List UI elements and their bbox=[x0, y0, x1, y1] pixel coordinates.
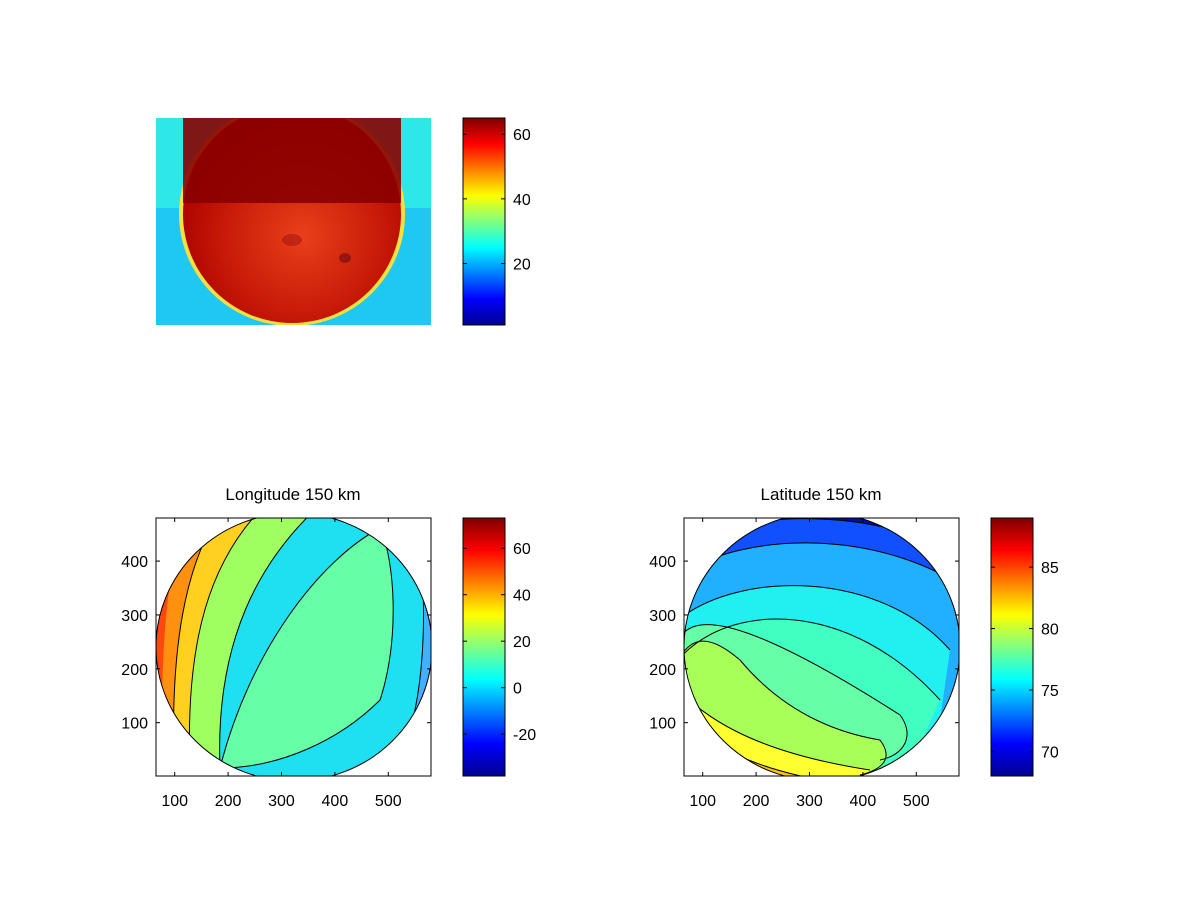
latitude-colorbar-tick-label: 70 bbox=[1041, 744, 1059, 761]
lat-contour-4 bbox=[684, 618, 941, 701]
longitude-ytick-label: 200 bbox=[121, 662, 148, 679]
longitude-xtick-label: 300 bbox=[268, 793, 295, 810]
longitude-ytick-label: 300 bbox=[121, 608, 148, 625]
latitude-ytick-label: 100 bbox=[649, 716, 676, 733]
image-colorbar-ticks: 20 40 60 bbox=[463, 127, 531, 274]
image-colorbar-tick-label: 40 bbox=[513, 192, 531, 209]
latitude-colorbar-tick-label: 80 bbox=[1041, 622, 1059, 639]
lon-contour-4 bbox=[188, 518, 266, 771]
latitude-colorbar-tick-label: 75 bbox=[1041, 683, 1059, 700]
image-colorbar-tick-label: 20 bbox=[513, 257, 531, 274]
lat-contour-6 bbox=[684, 640, 887, 776]
latitude-xtick-label: 200 bbox=[743, 793, 770, 810]
longitude-colorbar-tick-label: -20 bbox=[513, 727, 536, 744]
longitude-colorbar-tick-label: 0 bbox=[513, 681, 522, 698]
latitude-xtick-label: 300 bbox=[796, 793, 823, 810]
disk-feature-2 bbox=[282, 234, 302, 246]
latitude-colorbar-tick-label: 85 bbox=[1041, 560, 1059, 577]
longitude-axis-ticks: 100 200 300 400 500 100 200 300 400 bbox=[121, 518, 431, 810]
disk-feature bbox=[339, 253, 351, 263]
lat-contour-3 bbox=[684, 585, 951, 651]
latitude-colorbar bbox=[990, 517, 1034, 777]
longitude-colorbar-ticks: -20 0 20 40 60 bbox=[463, 541, 536, 744]
disk-saturated-top bbox=[183, 118, 401, 203]
image-colorbar bbox=[462, 117, 506, 326]
longitude-plot bbox=[156, 518, 431, 776]
latitude-xtick-label: 100 bbox=[689, 793, 716, 810]
image-panel bbox=[156, 118, 431, 325]
longitude-title: Longitude 150 km bbox=[225, 485, 360, 504]
longitude-colorbar bbox=[462, 517, 506, 777]
latitude-xtick-label: 500 bbox=[903, 793, 930, 810]
latitude-colorbar-ticks: 70 75 80 85 bbox=[991, 560, 1059, 761]
lon-contour-1 bbox=[219, 527, 381, 769]
image-colorbar-tick-label: 60 bbox=[513, 127, 531, 144]
longitude-ytick-label: 100 bbox=[121, 716, 148, 733]
latitude-title: Latitude 150 km bbox=[761, 485, 882, 504]
lat-contour-5 bbox=[684, 624, 908, 761]
latitude-plot bbox=[684, 518, 959, 776]
lon-contour-2 bbox=[219, 527, 394, 769]
latitude-ytick-label: 300 bbox=[649, 608, 676, 625]
latitude-ytick-label: 400 bbox=[649, 554, 676, 571]
lon-contour-3 bbox=[219, 518, 321, 769]
lon-band-aquamarine bbox=[220, 528, 394, 768]
longitude-xtick-label: 200 bbox=[215, 793, 242, 810]
longitude-colorbar-tick-label: 20 bbox=[513, 634, 531, 651]
longitude-xtick-label: 100 bbox=[161, 793, 188, 810]
latitude-axes-box bbox=[683, 517, 960, 777]
latitude-ytick-label: 200 bbox=[649, 662, 676, 679]
longitude-colorbar-tick-label: 40 bbox=[513, 588, 531, 605]
longitude-colorbar-tick-label: 60 bbox=[513, 541, 531, 558]
longitude-axes-box bbox=[155, 517, 432, 777]
latitude-axis-ticks: 100 200 300 400 500 100 200 300 400 bbox=[649, 518, 959, 810]
longitude-xtick-label: 400 bbox=[322, 793, 349, 810]
latitude-xtick-label: 400 bbox=[850, 793, 877, 810]
longitude-xtick-label: 500 bbox=[375, 793, 402, 810]
longitude-ytick-label: 400 bbox=[121, 554, 148, 571]
